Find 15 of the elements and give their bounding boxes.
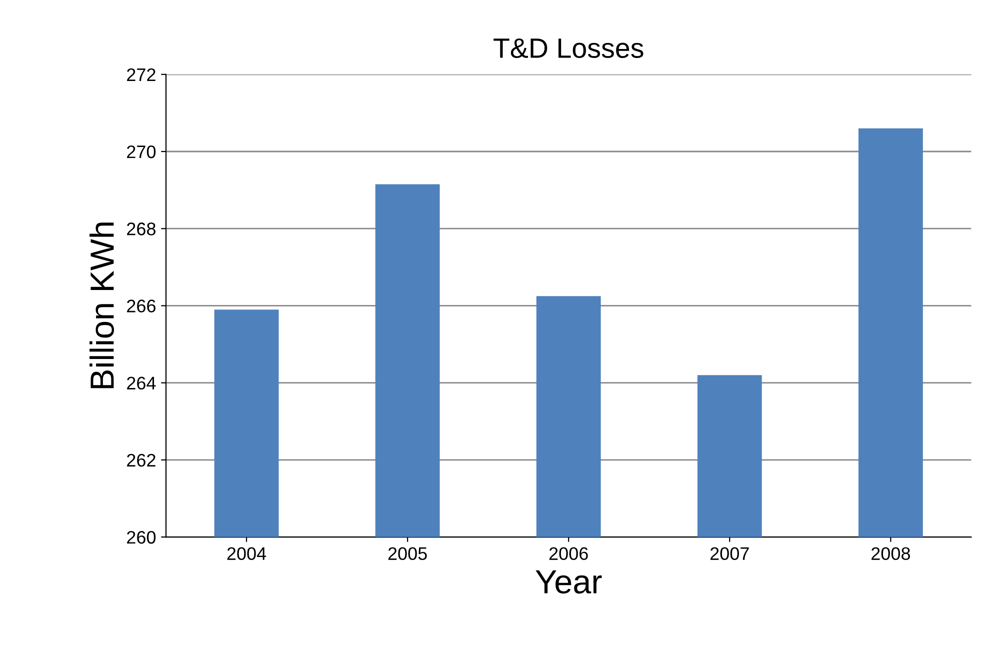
x-tick-label: 2006 xyxy=(549,547,588,560)
x-axis-title: Year xyxy=(536,570,602,594)
chart-title: T&D Losses xyxy=(494,38,644,58)
y-tick-label: 266 xyxy=(127,300,156,312)
x-tick-label: 2004 xyxy=(227,547,266,560)
y-tick-label: 270 xyxy=(127,145,156,158)
y-tick-label: 260 xyxy=(127,530,156,544)
y-tick-label: 262 xyxy=(127,454,156,467)
x-tick-label: 2005 xyxy=(388,547,427,560)
y-tick-label: 272 xyxy=(127,68,156,81)
y-tick-label: 268 xyxy=(127,222,156,236)
y-tick-label: 264 xyxy=(127,376,156,390)
x-tick-label: 2007 xyxy=(710,547,749,560)
x-tick-label: 2008 xyxy=(872,547,910,560)
y-axis-title: Billion KWh xyxy=(90,222,114,388)
